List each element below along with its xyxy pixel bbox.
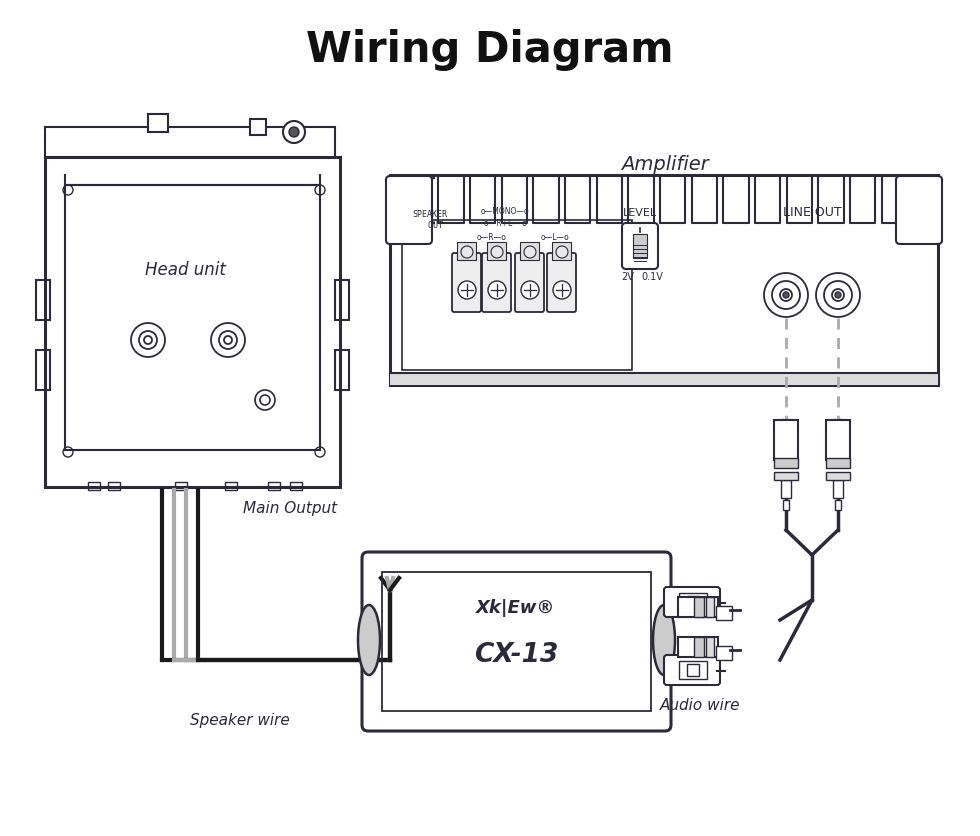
Bar xyxy=(36,280,50,320)
Ellipse shape xyxy=(358,605,380,675)
FancyBboxPatch shape xyxy=(622,223,658,269)
Circle shape xyxy=(824,281,852,309)
Text: LEVEL: LEVEL xyxy=(623,208,657,218)
Text: Xk|Ew®: Xk|Ew® xyxy=(476,599,556,617)
Bar xyxy=(335,350,349,390)
Text: o—L—o: o—L—o xyxy=(541,233,569,242)
Circle shape xyxy=(488,281,506,299)
Bar xyxy=(706,637,714,657)
Circle shape xyxy=(835,292,841,298)
Ellipse shape xyxy=(653,605,675,675)
Text: Main Output: Main Output xyxy=(243,501,337,516)
Bar xyxy=(250,119,266,135)
Circle shape xyxy=(553,281,571,299)
Bar xyxy=(225,482,237,490)
Text: Audio wire: Audio wire xyxy=(660,697,740,712)
Bar xyxy=(781,480,791,498)
Text: 0.1V: 0.1V xyxy=(641,272,662,282)
Bar xyxy=(774,472,798,480)
Bar xyxy=(678,637,718,657)
Bar xyxy=(520,242,539,260)
Text: 2V: 2V xyxy=(621,272,634,282)
Bar xyxy=(826,420,850,460)
Bar xyxy=(45,157,340,487)
Bar xyxy=(835,500,841,510)
Text: SPEAKER
  OUT: SPEAKER OUT xyxy=(413,211,448,230)
Circle shape xyxy=(524,246,536,258)
Circle shape xyxy=(780,289,792,301)
Bar xyxy=(335,280,349,320)
Bar xyxy=(36,350,50,390)
Bar xyxy=(826,472,850,480)
Bar xyxy=(678,597,718,617)
FancyBboxPatch shape xyxy=(515,253,544,312)
Bar xyxy=(694,597,704,617)
Circle shape xyxy=(521,281,539,299)
FancyBboxPatch shape xyxy=(664,587,720,617)
Circle shape xyxy=(816,273,860,317)
Bar xyxy=(148,114,168,132)
FancyBboxPatch shape xyxy=(362,552,671,731)
Bar xyxy=(45,127,335,157)
Bar xyxy=(716,606,732,620)
FancyBboxPatch shape xyxy=(482,253,511,312)
Circle shape xyxy=(458,281,476,299)
Bar xyxy=(88,482,100,490)
Bar xyxy=(290,482,302,490)
Bar xyxy=(390,175,938,385)
Circle shape xyxy=(289,127,299,137)
Text: Head unit: Head unit xyxy=(145,261,225,279)
Bar xyxy=(65,185,320,450)
Bar xyxy=(826,458,850,468)
Text: o—R—o: o—R—o xyxy=(477,233,507,242)
Circle shape xyxy=(556,246,568,258)
Bar xyxy=(774,458,798,468)
Circle shape xyxy=(461,246,473,258)
FancyBboxPatch shape xyxy=(547,253,576,312)
Text: CX-13: CX-13 xyxy=(473,642,559,668)
Bar xyxy=(774,420,798,460)
Circle shape xyxy=(283,121,305,143)
Bar xyxy=(175,482,187,490)
FancyBboxPatch shape xyxy=(386,176,432,244)
Bar xyxy=(552,242,571,260)
Text: LINE OUT: LINE OUT xyxy=(783,206,841,220)
Bar xyxy=(633,234,647,258)
Bar xyxy=(108,482,120,490)
Bar xyxy=(716,646,732,660)
Circle shape xyxy=(832,289,844,301)
Bar xyxy=(679,661,707,679)
Text: o—R+L —o: o—R+L —o xyxy=(483,220,526,228)
Bar xyxy=(457,242,476,260)
Circle shape xyxy=(764,273,808,317)
FancyBboxPatch shape xyxy=(664,655,720,685)
Text: Amplifier: Amplifier xyxy=(621,155,709,175)
Bar xyxy=(706,597,714,617)
Bar xyxy=(382,572,651,711)
FancyBboxPatch shape xyxy=(896,176,942,244)
Bar xyxy=(687,664,699,676)
FancyBboxPatch shape xyxy=(452,253,481,312)
Bar xyxy=(390,373,938,385)
Text: o—MONO—o: o—MONO—o xyxy=(480,207,529,217)
Text: Speaker wire: Speaker wire xyxy=(190,712,290,727)
Circle shape xyxy=(772,281,800,309)
Bar xyxy=(402,220,632,370)
Text: Wiring Diagram: Wiring Diagram xyxy=(307,29,674,71)
Circle shape xyxy=(491,246,503,258)
Bar xyxy=(783,500,789,510)
Bar xyxy=(833,480,843,498)
Bar xyxy=(487,242,506,260)
Bar xyxy=(268,482,280,490)
Circle shape xyxy=(783,292,789,298)
Bar xyxy=(694,637,704,657)
Bar xyxy=(687,596,699,608)
Bar xyxy=(679,593,707,611)
